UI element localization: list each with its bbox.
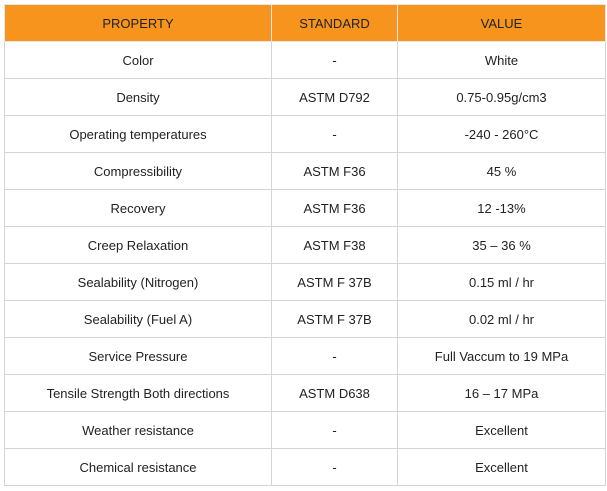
value-cell: 0.15 ml / hr — [397, 263, 606, 301]
header-value: VALUE — [397, 4, 606, 42]
value-cell: Full Vaccum to 19 MPa — [397, 337, 606, 375]
table-row: Sealability (Fuel A) ASTM F 37B 0.02 ml … — [4, 300, 606, 338]
property-cell: Operating temperatures — [4, 115, 272, 153]
property-cell: Sealability (Fuel A) — [4, 300, 272, 338]
value-cell: 0.02 ml / hr — [397, 300, 606, 338]
property-cell: Weather resistance — [4, 411, 272, 449]
standard-cell: ASTM F 37B — [271, 300, 398, 338]
table-row: Operating temperatures - -240 - 260°C — [4, 115, 606, 153]
value-cell: 35 – 36 % — [397, 226, 606, 264]
property-cell: Density — [4, 78, 272, 116]
table-row: Tensile Strength Both directions ASTM D6… — [4, 374, 606, 412]
value-cell: 12 -13% — [397, 189, 606, 227]
standard-cell: - — [271, 448, 398, 486]
property-cell: Recovery — [4, 189, 272, 227]
table-row: Weather resistance - Excellent — [4, 411, 606, 449]
value-cell: Excellent — [397, 448, 606, 486]
standard-cell: ASTM F 37B — [271, 263, 398, 301]
property-cell: Color — [4, 41, 272, 79]
table-header-row: PROPERTY STANDARD VALUE — [4, 4, 606, 42]
standard-cell: ASTM D792 — [271, 78, 398, 116]
property-cell: Compressibility — [4, 152, 272, 190]
property-cell: Sealability (Nitrogen) — [4, 263, 272, 301]
table-row: Creep Relaxation ASTM F38 35 – 36 % — [4, 226, 606, 264]
value-cell: -240 - 260°C — [397, 115, 606, 153]
standard-cell: - — [271, 115, 398, 153]
standard-cell: ASTM F36 — [271, 189, 398, 227]
standard-cell: ASTM D638 — [271, 374, 398, 412]
value-cell: 0.75-0.95g/cm3 — [397, 78, 606, 116]
property-cell: Tensile Strength Both directions — [4, 374, 272, 412]
header-standard: STANDARD — [271, 4, 398, 42]
standard-cell: - — [271, 337, 398, 375]
table-row: Density ASTM D792 0.75-0.95g/cm3 — [4, 78, 606, 116]
value-cell: 16 – 17 MPa — [397, 374, 606, 412]
properties-table: PROPERTY STANDARD VALUE Color - White De… — [4, 4, 606, 486]
value-cell: Excellent — [397, 411, 606, 449]
table-row: Service Pressure - Full Vaccum to 19 MPa — [4, 337, 606, 375]
table-row: Chemical resistance - Excellent — [4, 448, 606, 486]
standard-cell: - — [271, 411, 398, 449]
value-cell: White — [397, 41, 606, 79]
table-row: Compressibility ASTM F36 45 % — [4, 152, 606, 190]
table-row: Recovery ASTM F36 12 -13% — [4, 189, 606, 227]
property-cell: Chemical resistance — [4, 448, 272, 486]
value-cell: 45 % — [397, 152, 606, 190]
standard-cell: - — [271, 41, 398, 79]
header-property: PROPERTY — [4, 4, 272, 42]
property-cell: Creep Relaxation — [4, 226, 272, 264]
table-row: Color - White — [4, 41, 606, 79]
standard-cell: ASTM F36 — [271, 152, 398, 190]
table-row: Sealability (Nitrogen) ASTM F 37B 0.15 m… — [4, 263, 606, 301]
standard-cell: ASTM F38 — [271, 226, 398, 264]
property-cell: Service Pressure — [4, 337, 272, 375]
